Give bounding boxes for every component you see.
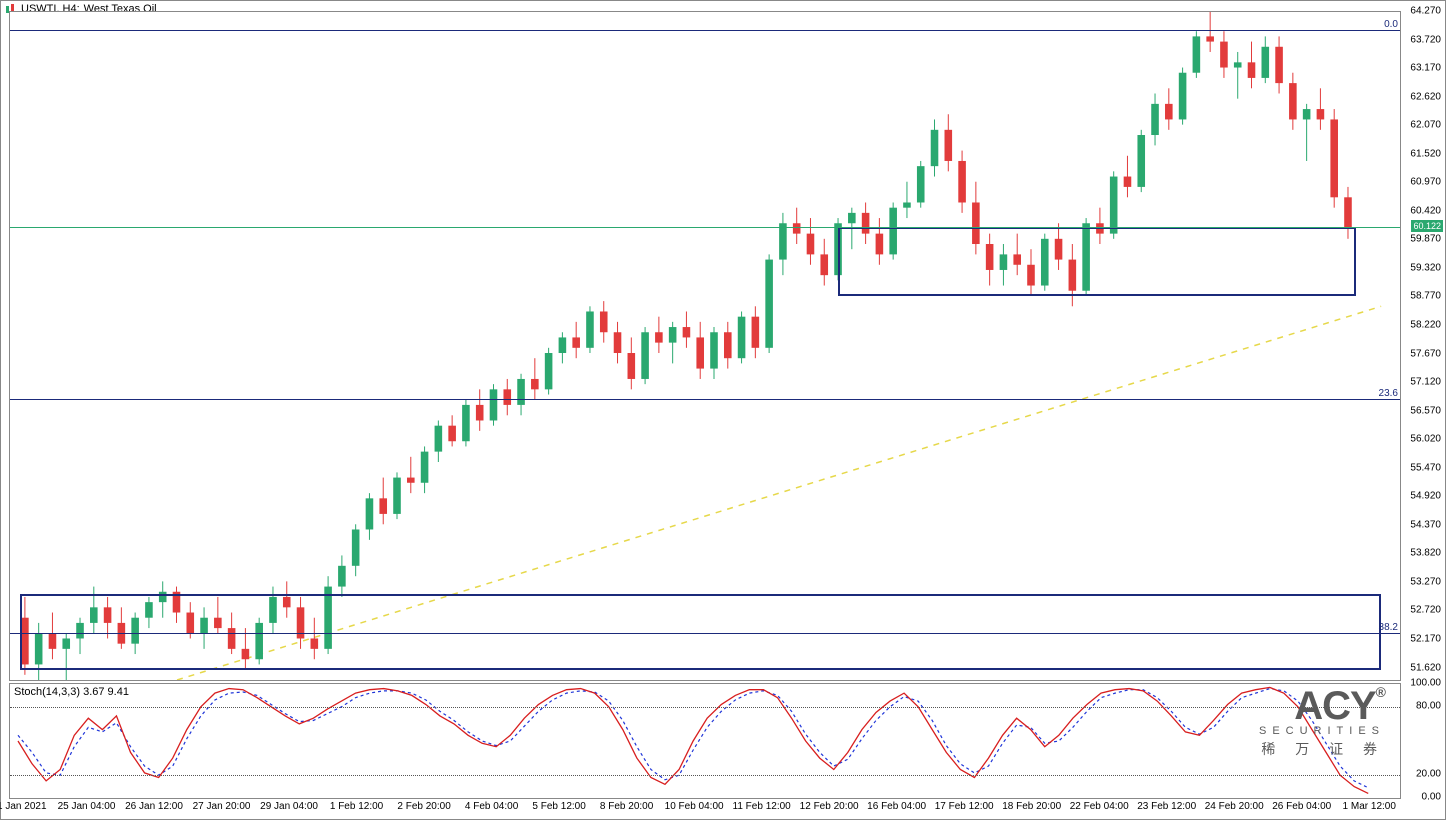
x-tick: 17 Feb 12:00 (935, 801, 994, 812)
indicator-y-tick: 80.00 (1416, 700, 1441, 711)
x-tick: 23 Feb 12:00 (1137, 801, 1196, 812)
y-tick: 55.470 (1410, 462, 1441, 473)
y-tick: 58.220 (1410, 320, 1441, 331)
fib-label: 23.6 (1379, 388, 1398, 399)
y-tick: 64.270 (1410, 6, 1441, 17)
x-tick: 4 Feb 04:00 (465, 801, 518, 812)
x-tick: 11 Feb 12:00 (733, 801, 791, 812)
stochastic-svg (10, 684, 1402, 798)
indicator-y-tick: 0.00 (1422, 792, 1441, 803)
indicator-y-tick: 20.00 (1416, 769, 1441, 780)
x-tick: 22 Feb 04:00 (1070, 801, 1129, 812)
fib-line (10, 399, 1400, 400)
y-tick: 56.020 (1410, 434, 1441, 445)
y-tick: 52.170 (1410, 634, 1441, 645)
x-tick: 21 Jan 2021 (0, 801, 47, 812)
x-tick: 1 Mar 12:00 (1343, 801, 1396, 812)
y-tick: 59.870 (1410, 234, 1441, 245)
candlestick-svg (10, 12, 1402, 680)
x-tick: 27 Jan 20:00 (193, 801, 251, 812)
y-tick: 63.720 (1410, 34, 1441, 45)
stochastic-pane[interactable]: Stoch(14,3,3) 3.67 9.41 (9, 683, 1401, 799)
logo-sub: SECURITIES (1259, 725, 1385, 737)
y-tick: 63.170 (1410, 63, 1441, 74)
indicator-hline (10, 707, 1400, 708)
y-tick: 60.420 (1410, 205, 1441, 216)
y-tick: 61.520 (1410, 148, 1441, 159)
x-tick: 25 Jan 04:00 (58, 801, 116, 812)
y-tick: 51.620 (1410, 662, 1441, 673)
y-tick: 59.320 (1410, 262, 1441, 273)
logo-reg: ® (1376, 684, 1385, 700)
support-zone (20, 594, 1381, 669)
x-tick: 8 Feb 20:00 (600, 801, 653, 812)
current-price-line (10, 227, 1400, 228)
price-pane[interactable]: 0.0 23.6 38.2 (9, 11, 1401, 681)
logo-cn: 稀 万 证 券 (1259, 739, 1385, 759)
x-tick: 29 Jan 04:00 (260, 801, 318, 812)
x-tick: 26 Feb 04:00 (1272, 801, 1331, 812)
y-tick: 57.120 (1410, 377, 1441, 388)
x-tick: 18 Feb 20:00 (1002, 801, 1061, 812)
y-tick: 62.620 (1410, 91, 1441, 102)
price-y-axis: 64.27063.72063.17062.62062.07061.52060.9… (1401, 11, 1445, 681)
x-tick: 10 Feb 04:00 (665, 801, 724, 812)
chart-window: USWTI, H4: West Texas Oil 0.023.638.2 64… (0, 0, 1446, 820)
fib-line (10, 30, 1400, 31)
indicator-y-axis: 0.0020.0080.00100.00 (1401, 683, 1445, 799)
x-tick: 1 Feb 12:00 (330, 801, 383, 812)
indicator-y-tick: 100.00 (1410, 678, 1441, 689)
logo-main: ACY (1294, 684, 1375, 728)
fib-label: 0.0 (1384, 19, 1398, 30)
support-zone (838, 227, 1356, 296)
acy-logo: ACY® SECURITIES 稀 万 证 券 (1259, 684, 1385, 759)
y-tick: 62.070 (1410, 120, 1441, 131)
x-tick: 16 Feb 04:00 (867, 801, 926, 812)
time-x-axis: 21 Jan 202125 Jan 04:0026 Jan 12:0027 Ja… (9, 801, 1401, 815)
y-tick: 57.670 (1410, 348, 1441, 359)
indicator-hline (10, 775, 1400, 776)
x-tick: 12 Feb 20:00 (800, 801, 859, 812)
y-tick: 58.770 (1410, 291, 1441, 302)
y-tick: 53.270 (1410, 576, 1441, 587)
x-tick: 2 Feb 20:00 (397, 801, 450, 812)
y-tick: 60.970 (1410, 177, 1441, 188)
current-price-tag: 60.122 (1411, 220, 1443, 232)
fib-label: 38.2 (1379, 622, 1398, 633)
x-tick: 24 Feb 20:00 (1205, 801, 1264, 812)
y-tick: 56.570 (1410, 405, 1441, 416)
x-tick: 5 Feb 12:00 (532, 801, 585, 812)
x-tick: 26 Jan 12:00 (125, 801, 183, 812)
y-tick: 52.720 (1410, 605, 1441, 616)
y-tick: 54.370 (1410, 519, 1441, 530)
y-tick: 54.920 (1410, 491, 1441, 502)
y-tick: 53.820 (1410, 548, 1441, 559)
